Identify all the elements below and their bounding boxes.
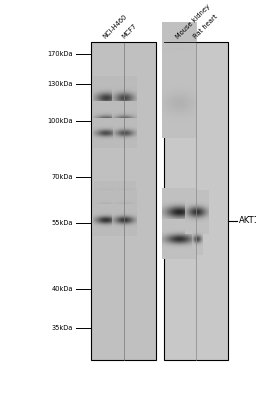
Text: 40kDa: 40kDa xyxy=(51,285,73,292)
Text: 35kDa: 35kDa xyxy=(52,325,73,332)
Text: 130kDa: 130kDa xyxy=(47,80,73,87)
Text: AKT1: AKT1 xyxy=(239,217,256,225)
Text: Mouse kidney: Mouse kidney xyxy=(175,3,212,40)
Text: 55kDa: 55kDa xyxy=(51,220,73,226)
Text: 70kDa: 70kDa xyxy=(51,174,73,180)
Text: NCI-H460: NCI-H460 xyxy=(102,14,129,40)
Bar xyxy=(164,42,228,360)
Text: 170kDa: 170kDa xyxy=(47,51,73,57)
Text: Rat heart: Rat heart xyxy=(193,14,219,40)
Text: MCF7: MCF7 xyxy=(120,23,137,40)
Text: 100kDa: 100kDa xyxy=(47,118,73,125)
Bar xyxy=(91,42,156,360)
